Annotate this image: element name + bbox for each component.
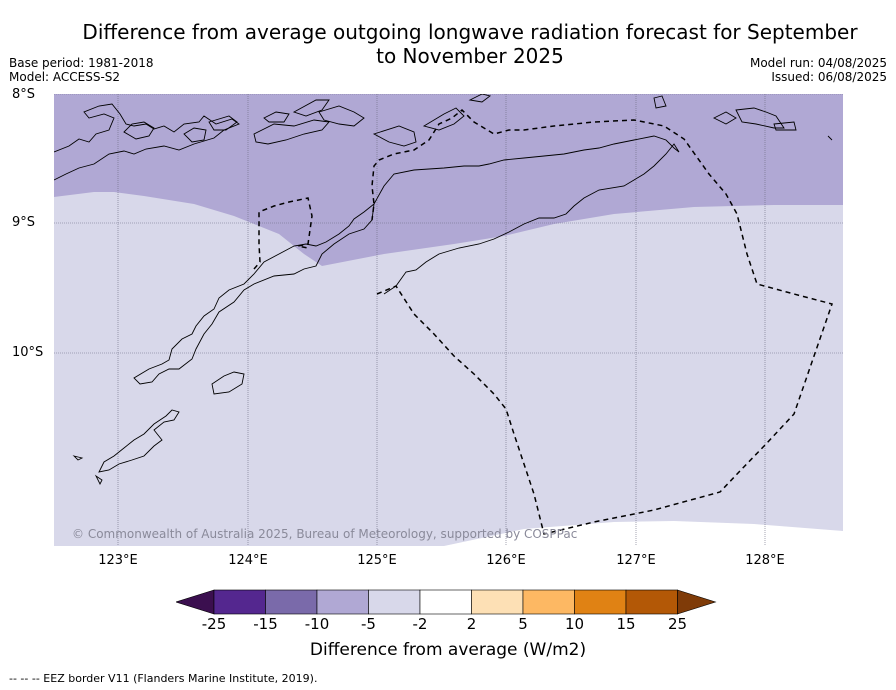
map-panel xyxy=(54,94,843,546)
colorbar-segment xyxy=(419,589,472,615)
meta-right: Model run: 04/08/2025 Issued: 06/08/2025 xyxy=(750,56,887,84)
colorbar-segment xyxy=(471,589,524,615)
meta-left: Base period: 1981-2018 Model: ACCESS-S2 xyxy=(9,56,154,84)
colorbar-tick-label: -2 xyxy=(412,615,428,633)
lat-label-10s: 10°S xyxy=(12,345,44,360)
colorbar-segment xyxy=(574,589,627,615)
lon-label-125e: 125°E xyxy=(357,553,397,568)
lon-label-128e: 128°E xyxy=(745,553,785,568)
colorbar-segment xyxy=(368,589,421,615)
eez-border xyxy=(253,108,833,535)
lon-label-126e: 126°E xyxy=(486,553,526,568)
colorbar-tick-label: 25 xyxy=(667,615,688,633)
map-title: Difference from average outgoing longwav… xyxy=(82,20,858,68)
model-run: Model run: 04/08/2025 xyxy=(749,56,887,70)
colorbar-segment xyxy=(522,589,575,615)
colorbar-tick-label: -15 xyxy=(253,615,278,633)
colorbar xyxy=(176,589,717,615)
model-name: Model: ACCESS-S2 xyxy=(9,70,121,84)
colorbar-arrow-low xyxy=(176,589,215,615)
coastlines xyxy=(54,94,833,486)
colorbar-segment xyxy=(316,589,369,615)
lat-label-8s: 8°S xyxy=(12,87,36,102)
lon-label-124e: 124°E xyxy=(228,553,268,568)
colorbar-tick-label: 5 xyxy=(518,615,528,633)
graticule xyxy=(54,94,843,546)
eez-footnote: -- -- -- EEZ border V11 (Flanders Marine… xyxy=(9,672,318,685)
colorbar-tick-label: -5 xyxy=(361,615,376,633)
colorbar-tick-label: 15 xyxy=(616,615,636,633)
lon-label-127e: 127°E xyxy=(616,553,656,568)
colorbar-segment xyxy=(625,589,678,615)
colorbar-tick-label: -10 xyxy=(304,615,330,633)
colorbar-label: Difference from average (W/m2) xyxy=(309,640,587,660)
issued-date: Issued: 06/08/2025 xyxy=(771,70,887,84)
colorbar-tick-label: 2 xyxy=(466,615,477,633)
colorbar-segment xyxy=(265,589,318,615)
base-period: Base period: 1981-2018 xyxy=(9,56,154,70)
lon-label-123e: 123°E xyxy=(98,553,138,568)
colorbar-tick-label: -25 xyxy=(201,615,227,633)
colorbar-tick-label: 10 xyxy=(564,615,585,633)
anomaly-fill-white xyxy=(444,521,843,546)
lat-label-9s: 9°S xyxy=(12,215,36,230)
copyright-notice: © Commonwealth of Australia 2025, Bureau… xyxy=(72,527,578,541)
colorbar-segment xyxy=(213,589,266,615)
anomaly-fill-medium xyxy=(54,94,843,266)
colorbar-arrow-high xyxy=(677,589,717,615)
